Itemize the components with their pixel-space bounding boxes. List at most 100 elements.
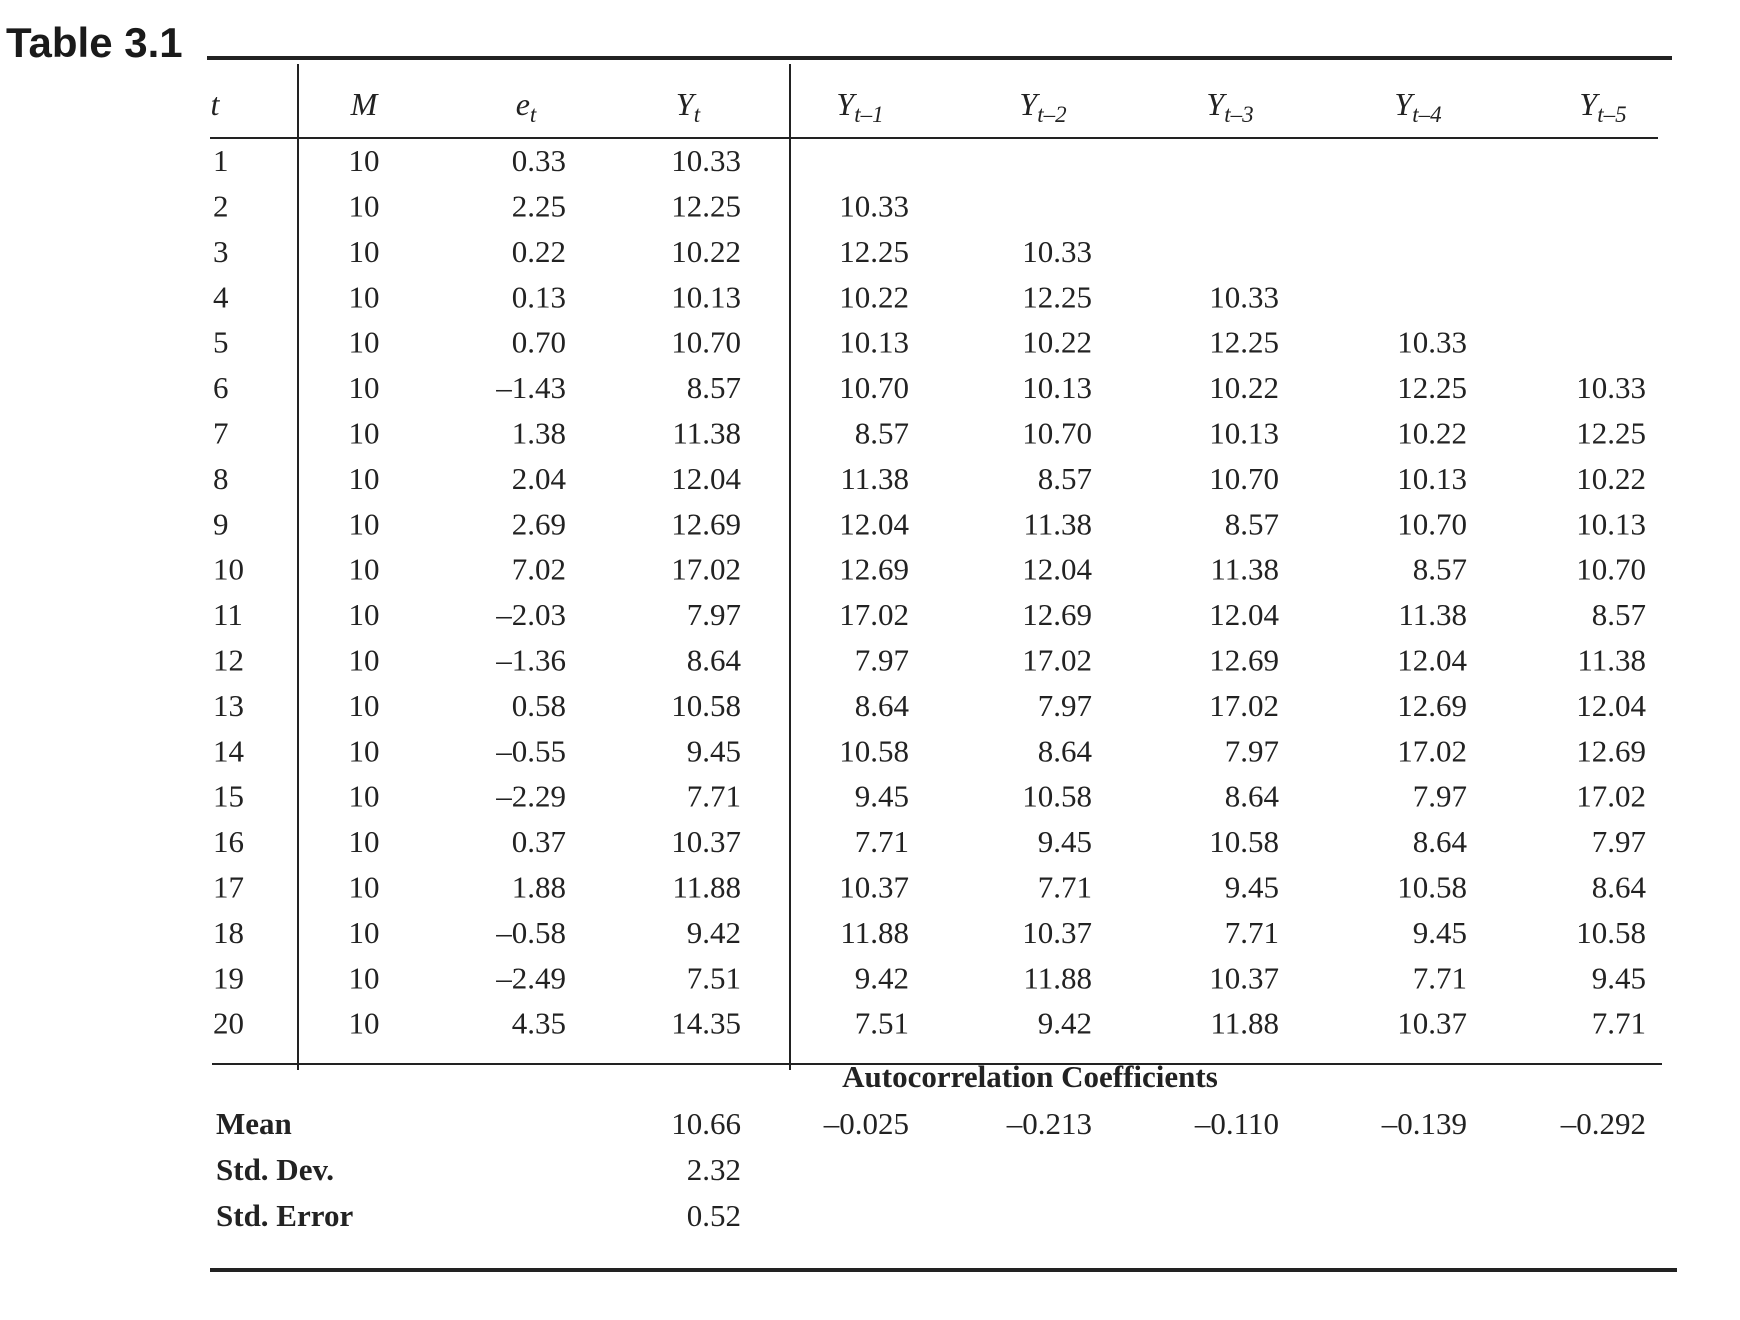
table-cell: 12.04 — [1576, 688, 1646, 723]
header-base: Y — [1579, 86, 1600, 122]
table-cell: 17.02 — [1576, 779, 1646, 814]
header-base: t — [211, 86, 221, 122]
header-subscript: t–5 — [1597, 102, 1626, 127]
table-cell: 10.33 — [1022, 234, 1092, 269]
table-cell: 9.45 — [687, 733, 741, 768]
table-cell: 12.69 — [1209, 643, 1279, 678]
table-cell: 9.45 — [1225, 870, 1279, 905]
summary-heading: Autocorrelation Coefficients — [842, 1059, 1218, 1094]
table-cell: 12.25 — [1397, 370, 1467, 405]
table-cell: 1.88 — [512, 870, 566, 905]
table-cell: 10.22 — [1576, 461, 1646, 496]
table-cell: 10.22 — [1022, 325, 1092, 360]
table-cell: 7 — [213, 416, 229, 451]
table-cell: 10.13 — [1022, 370, 1092, 405]
table-cell: 10 — [349, 824, 380, 859]
column-header: Yt–1 — [836, 86, 883, 127]
table-cell: 10 — [349, 597, 380, 632]
table-cell: 10.13 — [1576, 506, 1646, 541]
summary-label: Std. Dev. — [216, 1152, 334, 1187]
table-cell: 11.38 — [1210, 552, 1279, 587]
table-cell: 10 — [349, 1006, 380, 1041]
summary-label: Std. Error — [216, 1198, 353, 1233]
table-cell: 2.04 — [512, 461, 567, 496]
table-cell: 10 — [349, 870, 380, 905]
column-header: et — [516, 86, 537, 127]
summary-value: 0.52 — [687, 1198, 741, 1233]
table-cell: 10.33 — [839, 189, 909, 224]
table-cell: 10.70 — [1209, 461, 1279, 496]
table-cell: 12.04 — [671, 461, 741, 496]
table-cell: 10.37 — [1397, 1006, 1467, 1041]
table-cell: 1 — [213, 143, 229, 178]
summary-value: 10.66 — [671, 1106, 741, 1141]
table-cell: 18 — [213, 915, 244, 950]
table-cell: –1.36 — [495, 643, 566, 678]
table-cell: 7.97 — [1225, 733, 1279, 768]
autocorrelation-value: –0.110 — [1194, 1106, 1279, 1141]
table-cell: 14 — [213, 733, 245, 768]
table-cell: 10 — [349, 189, 380, 224]
table-cell: 7.71 — [1038, 870, 1092, 905]
table-cell: 12.69 — [1022, 597, 1092, 632]
table-cell: 8 — [213, 461, 229, 496]
table-cell: 8.57 — [1225, 506, 1279, 541]
table-cell: 10 — [349, 552, 380, 587]
table-cell: 8.64 — [1038, 733, 1093, 768]
table-cell: 3 — [213, 234, 229, 269]
autocorrelation-value: –0.213 — [1006, 1106, 1092, 1141]
table-cell: 12.69 — [1397, 688, 1467, 723]
header-subscript: t–1 — [854, 102, 883, 127]
column-header: Yt — [676, 86, 701, 127]
table-cell: 8.64 — [1413, 824, 1468, 859]
column-header: Yt–3 — [1206, 86, 1253, 127]
table-cell: 2 — [213, 189, 229, 224]
table-cell: 10.13 — [671, 279, 741, 314]
table-cell: 1.38 — [512, 416, 566, 451]
table-cell: 10.58 — [671, 688, 741, 723]
header-base: Y — [836, 86, 857, 122]
table-cell: 10.58 — [1022, 779, 1092, 814]
table-cell: 10 — [349, 506, 380, 541]
table-cell: 10.58 — [839, 733, 909, 768]
table-cell: 10.70 — [1397, 506, 1467, 541]
table-cell: 9.45 — [1413, 915, 1467, 950]
table-cell: 10 — [349, 733, 380, 768]
table-cell: 0.58 — [512, 688, 566, 723]
table-cell: 11.38 — [840, 461, 909, 496]
table-cell: 7.51 — [687, 960, 741, 995]
table-cell: 17.02 — [671, 552, 741, 587]
table-cell: 10 — [349, 234, 380, 269]
table-cell: 9.42 — [1038, 1006, 1092, 1041]
table-cell: 10.13 — [1397, 461, 1467, 496]
table-cell: 7.71 — [1413, 960, 1467, 995]
table-cell: 10.13 — [1209, 416, 1279, 451]
table-cell: 15 — [213, 779, 244, 814]
table-cell: 12.25 — [1022, 279, 1092, 314]
table-cell: 12.25 — [1209, 325, 1279, 360]
table-cell: 7.97 — [1038, 688, 1092, 723]
table-cell: –1.43 — [495, 370, 566, 405]
table-cell: 10.70 — [1576, 552, 1646, 587]
table-cell: 10.58 — [1209, 824, 1279, 859]
table-cell: 0.13 — [512, 279, 566, 314]
table-cell: 7.51 — [855, 1006, 909, 1041]
table-cell: 17 — [213, 870, 244, 905]
table-cell: 10.58 — [1397, 870, 1467, 905]
table-cell: 10 — [349, 416, 380, 451]
table-cell: 9.42 — [855, 960, 909, 995]
table-cell: 19 — [213, 960, 244, 995]
header-base: e — [516, 86, 530, 122]
table-cell: 12.69 — [671, 506, 741, 541]
table-cell: 0.70 — [512, 325, 566, 360]
table-cell: 10.33 — [1209, 279, 1279, 314]
table-cell: 10 — [213, 552, 244, 587]
table-cell: 7.71 — [687, 779, 741, 814]
table-cell: –0.55 — [495, 733, 566, 768]
table-cell: –2.49 — [495, 960, 566, 995]
table-cell: 8.64 — [855, 688, 910, 723]
table-cell: 17.02 — [839, 597, 909, 632]
table-cell: 0.33 — [512, 143, 566, 178]
